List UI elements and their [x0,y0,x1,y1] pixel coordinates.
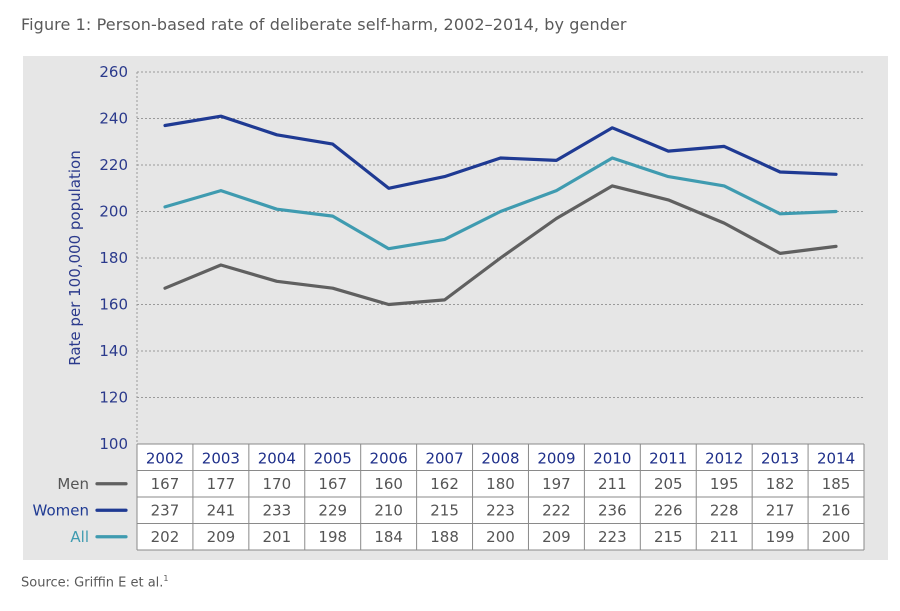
x-category-label: 2003 [202,449,240,467]
data-label: 236 [598,501,627,519]
data-label: 217 [766,501,795,519]
data-label: 160 [374,475,403,493]
y-axis-ticks: 100 120 140 160 180 200 220 240 260 [99,63,128,453]
x-category-label: 2011 [649,449,687,467]
data-label: 228 [710,501,739,519]
legend-label-women: Women [33,501,89,519]
data-label: 215 [430,501,459,519]
data-label: 210 [374,501,403,519]
data-label: 180 [486,475,515,493]
data-label: 201 [262,528,291,546]
y-tick-label: 100 [99,435,128,453]
series-line-all [163,156,838,251]
source-footnote: 1 [163,574,169,583]
y-tick-label: 260 [99,63,128,81]
y-tick-label: 140 [99,342,128,360]
data-label: 195 [710,475,739,493]
y-tick-label: 240 [99,110,128,128]
data-label: 185 [822,475,851,493]
data-label: 182 [766,475,795,493]
data-label: 167 [318,475,347,493]
data-label: 167 [151,475,180,493]
data-label: 198 [318,528,347,546]
legend-label-all: All [70,528,89,546]
x-category-label: 2008 [481,449,519,467]
y-tick-label: 180 [99,249,128,267]
figure-source: Source: Griffin E et al.1 [21,574,169,590]
data-label: 241 [207,501,236,519]
x-category-label: 2007 [425,449,463,467]
y-tick-label: 220 [99,156,128,174]
data-label: 197 [542,475,571,493]
data-label: 211 [598,475,627,493]
data-label: 211 [710,528,739,546]
gridlines [136,71,864,444]
x-category-label: 2002 [146,449,184,467]
data-label: 209 [542,528,571,546]
data-label: 209 [207,528,236,546]
data-label: 202 [151,528,180,546]
data-label: 226 [654,501,683,519]
data-label: 222 [542,501,571,519]
data-label: 233 [262,501,291,519]
y-axis-label: Rate per 100,000 population [66,150,84,365]
data-label: 215 [654,528,683,546]
data-label: 162 [430,475,459,493]
x-category-label: 2006 [370,449,408,467]
x-category-label: 2012 [705,449,743,467]
x-category-label: 2013 [761,449,799,467]
x-category-label: 2004 [258,449,296,467]
x-category-label: 2005 [314,449,352,467]
source-text: Source: Griffin E et al. [21,575,164,591]
data-label: 205 [654,475,683,493]
data-label: 177 [207,475,236,493]
data-label: 223 [598,528,627,546]
series-line-men [163,184,838,307]
legend-label-men: Men [57,475,89,493]
x-category-label: 2009 [537,449,575,467]
data-label: 184 [374,528,403,546]
y-tick-label: 120 [99,389,128,407]
data-label: 223 [486,501,515,519]
x-category-label: 2014 [817,449,855,467]
data-label: 200 [486,528,515,546]
data-label: 170 [262,475,291,493]
data-label: 188 [430,528,459,546]
x-category-label: 2010 [593,449,631,467]
data-label: 199 [766,528,795,546]
y-tick-label: 200 [99,203,128,221]
data-label: 216 [822,501,851,519]
y-tick-label: 160 [99,296,128,314]
data-label: 229 [318,501,347,519]
figure-title: Figure 1: Person-based rate of deliberat… [21,15,627,34]
series-line-women [163,114,838,190]
data-label: 237 [151,501,180,519]
data-label: 200 [822,528,851,546]
series-lines [163,114,838,307]
data-table: 2002 2003 2004 2005 2006 2007 2008 2009 2010 2011… [33,443,865,551]
